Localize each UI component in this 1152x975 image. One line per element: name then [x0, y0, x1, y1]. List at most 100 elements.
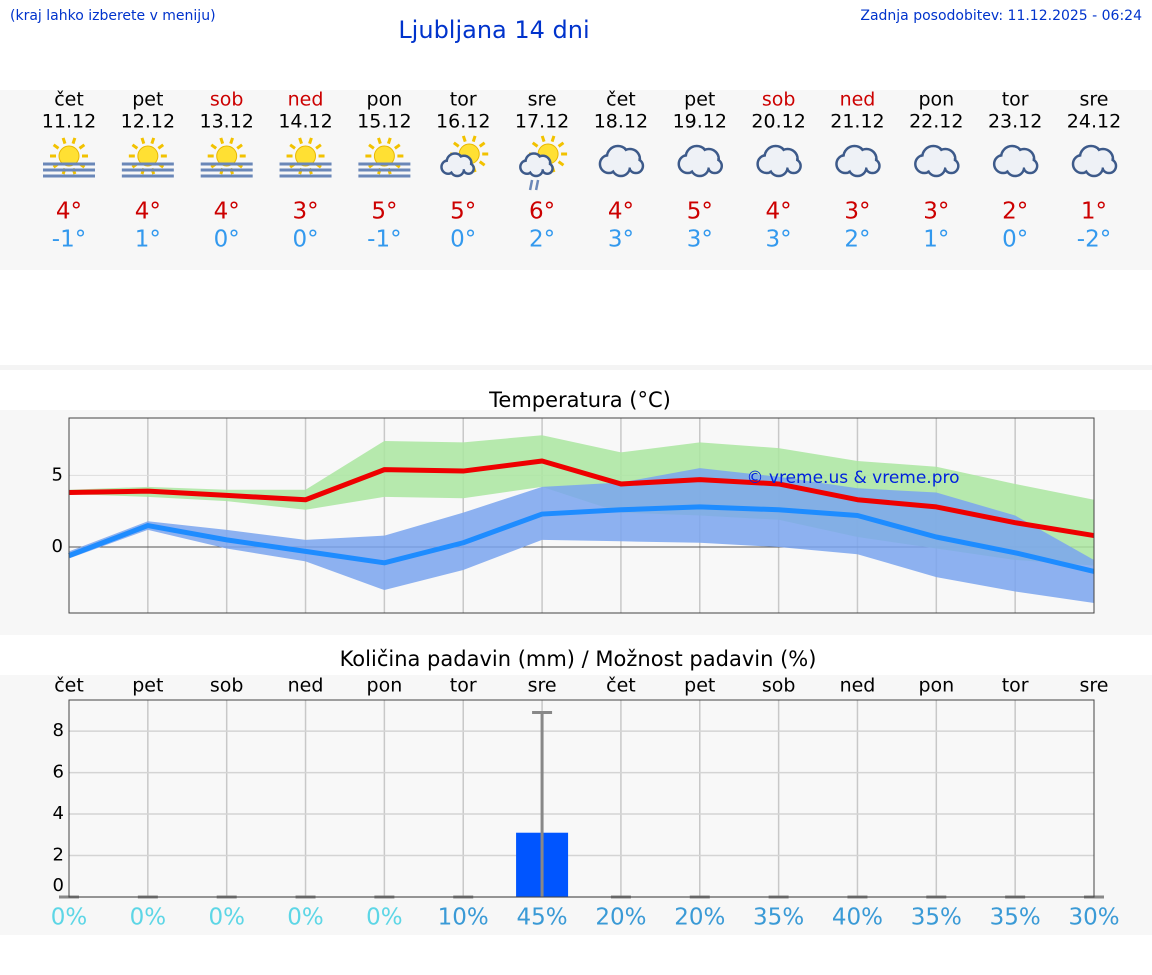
- weather-icon: [121, 137, 174, 178]
- x-tick-label: sre: [528, 675, 557, 697]
- high-temp: 4°: [608, 199, 634, 225]
- weather-icon: [598, 144, 645, 178]
- sun-ray: [289, 143, 296, 150]
- probability-label: 0%: [208, 905, 245, 931]
- sun: [58, 145, 80, 167]
- high-temp: 5°: [371, 199, 397, 225]
- date: 23.12: [988, 111, 1042, 133]
- sun-ray: [229, 137, 234, 145]
- weekday: tor: [1002, 89, 1029, 111]
- cloud-fill: [709, 160, 721, 172]
- cloud-fill: [451, 164, 463, 175]
- rain-drop: [534, 179, 540, 191]
- divider: [0, 365, 1152, 370]
- low-temp: -2°: [1077, 227, 1111, 253]
- sun-ray: [78, 143, 86, 150]
- sun-ray: [394, 143, 401, 150]
- probability-label: 0%: [51, 905, 88, 931]
- weather-icon: [519, 135, 568, 191]
- date: 16.12: [436, 111, 490, 133]
- probability-label: 10%: [438, 905, 489, 931]
- low-temp: 0°: [214, 227, 240, 253]
- weekday: pet: [684, 89, 715, 111]
- sun-ray: [298, 137, 303, 145]
- cloud-fill: [543, 164, 552, 173]
- weekday: ned: [840, 89, 876, 111]
- cloud-fill: [1007, 159, 1023, 175]
- date: 17.12: [515, 111, 569, 133]
- cloud-fill: [928, 159, 944, 175]
- sun-ray: [315, 143, 322, 150]
- low-temp: 0°: [450, 227, 476, 253]
- x-tick-label: pet: [132, 675, 163, 697]
- sun-ray: [461, 135, 467, 143]
- weather-icon: [992, 144, 1039, 178]
- high-temp: 5°: [450, 199, 476, 225]
- high-temp: 3°: [292, 199, 318, 225]
- x-tick-label: pet: [684, 675, 715, 697]
- x-tick-label: sre: [1080, 675, 1109, 697]
- probability-label: 35%: [990, 905, 1041, 931]
- sun-ray: [368, 143, 375, 150]
- y-tick-label: 4: [53, 803, 64, 824]
- x-tick-label: tor: [450, 675, 477, 697]
- low-temp: 0°: [292, 227, 318, 253]
- cloud-fill: [771, 159, 787, 175]
- date: 22.12: [909, 111, 963, 133]
- weekday: ned: [288, 89, 324, 111]
- x-tick-label: ned: [288, 675, 324, 697]
- x-tick-label: ned: [840, 675, 876, 697]
- probability-label: 20%: [674, 905, 725, 931]
- sun: [373, 145, 395, 167]
- high-temp: 4°: [214, 199, 240, 225]
- date: 18.12: [594, 111, 648, 133]
- sun-ray: [478, 160, 486, 167]
- updated: Zadnja posodobitev: 11.12.2025 - 06:24: [860, 8, 1142, 24]
- chart-title: Temperatura (°C): [488, 388, 671, 412]
- date: 19.12: [673, 111, 727, 133]
- date: 15.12: [357, 111, 411, 133]
- weather-icon: [440, 135, 489, 178]
- low-temp: 2°: [844, 227, 870, 253]
- probability-label: 30%: [1068, 905, 1119, 931]
- weather-icon: [279, 137, 332, 178]
- cloud-fill: [1086, 159, 1102, 175]
- note: (kraj lahko izberete v meniju): [10, 8, 216, 24]
- weather-icon: [358, 137, 411, 178]
- high-temp: 5°: [687, 199, 713, 225]
- x-tick-label: pon: [367, 675, 403, 697]
- annotation: © vreme.us & vreme.pro: [746, 468, 959, 488]
- sun-ray: [150, 137, 156, 145]
- low-temp: -1°: [367, 227, 401, 253]
- y-tick-label: 5: [52, 464, 63, 485]
- y-tick-label: 2: [53, 845, 64, 866]
- high-temp: 4°: [56, 199, 82, 225]
- low-temp: 3°: [766, 227, 792, 253]
- cloud-fill: [464, 164, 473, 173]
- range-band: [69, 435, 1094, 566]
- weekday: sre: [1080, 89, 1109, 111]
- high-temp: 4°: [135, 199, 161, 225]
- plot-area: [69, 700, 1094, 897]
- probability-label: 0%: [366, 905, 403, 931]
- error-bar: [532, 710, 553, 897]
- cloud-fill: [692, 159, 708, 175]
- probability-label: 40%: [832, 905, 883, 931]
- high-temp: 3°: [923, 199, 949, 225]
- weekday: pet: [132, 89, 163, 111]
- probability-label: 45%: [517, 905, 568, 931]
- sun-ray: [131, 143, 139, 150]
- x-tick-label: tor: [1002, 675, 1029, 697]
- sun-ray: [557, 141, 565, 148]
- x-tick-label: sob: [762, 675, 796, 697]
- y-tick-label: 0: [52, 536, 63, 557]
- x-tick-label: sob: [210, 675, 244, 697]
- weekday: čet: [606, 89, 636, 111]
- low-temp: 2°: [529, 227, 555, 253]
- weekday: čet: [54, 89, 84, 111]
- series-line: [68, 504, 1095, 574]
- cloud-fill: [530, 164, 542, 175]
- high-temp: 6°: [529, 199, 555, 225]
- sun-ray: [210, 143, 218, 150]
